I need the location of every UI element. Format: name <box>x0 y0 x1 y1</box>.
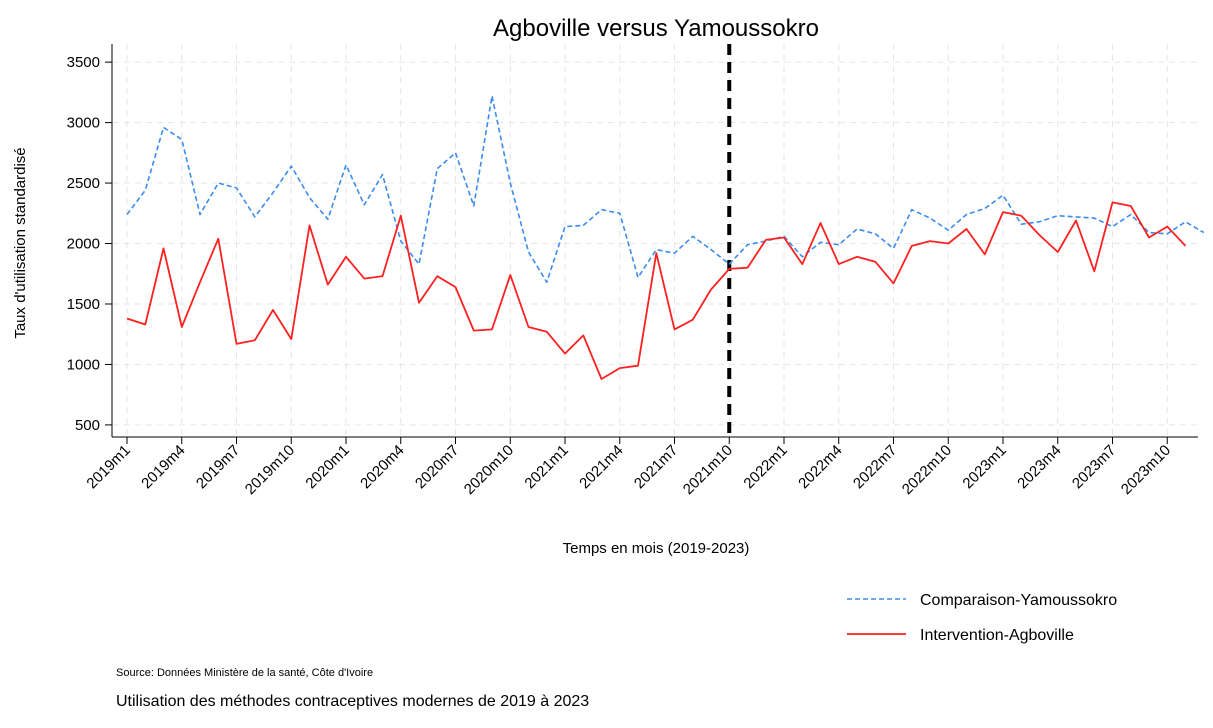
x-axis-label: Temps en mois (2019-2023) <box>563 540 750 557</box>
x-tick-label: 2019m4 <box>138 442 188 492</box>
x-tick-label: 2019m1 <box>83 442 133 492</box>
x-tick-label: 2019m7 <box>193 442 243 492</box>
x-tick-label: 2020m7 <box>412 442 462 492</box>
x-tick-label: 2021m7 <box>631 442 681 492</box>
y-tick-label: 3000 <box>67 115 100 132</box>
series-line-1 <box>126 201 1187 380</box>
series-line-0 <box>126 95 1205 284</box>
x-tick-label: 2020m1 <box>302 442 352 492</box>
x-tick-label: 2019m10 <box>242 442 298 498</box>
x-tick-label: 2022m4 <box>795 442 845 492</box>
grid-lines <box>113 44 1198 437</box>
legend: Comparaison-Yamoussokro Intervention-Agbo… <box>847 592 1117 644</box>
x-tick-label: 2022m10 <box>899 442 955 498</box>
y-tick-label: 3500 <box>67 54 100 71</box>
x-tick-label: 2021m4 <box>576 442 626 492</box>
series-lines <box>126 95 1205 380</box>
y-tick-label: 1500 <box>67 296 100 313</box>
x-tick-label: 2022m7 <box>850 442 900 492</box>
x-tick-label: 2023m4 <box>1014 442 1064 492</box>
y-tick-label: 500 <box>75 417 100 434</box>
x-tick-label: 2021m1 <box>521 442 571 492</box>
x-tick-label: 2022m1 <box>740 442 790 492</box>
y-axis-label: Taux d'utilisation standardisé <box>12 147 29 338</box>
y-tick-label: 2000 <box>67 236 100 253</box>
legend-label: Intervention-Agboville <box>920 627 1074 644</box>
x-tick-label: 2023m1 <box>959 442 1009 492</box>
caption-note: Utilisation des méthodes contraceptives … <box>116 693 590 710</box>
x-tick-label: 2020m10 <box>461 442 517 498</box>
y-tick-label: 2500 <box>67 175 100 192</box>
x-tick-label: 2020m4 <box>357 442 407 492</box>
x-tick-label: 2023m10 <box>1118 442 1174 498</box>
source-note: Source: Données Ministère de la santé, C… <box>116 667 374 679</box>
legend-label: Comparaison-Yamoussokro <box>920 592 1117 609</box>
x-tick-label: 2023m7 <box>1069 442 1119 492</box>
chart-title: Agboville versus Yamoussokro <box>493 15 819 42</box>
x-tick-label: 2021m10 <box>680 442 736 498</box>
y-tick-label: 1000 <box>67 356 100 373</box>
